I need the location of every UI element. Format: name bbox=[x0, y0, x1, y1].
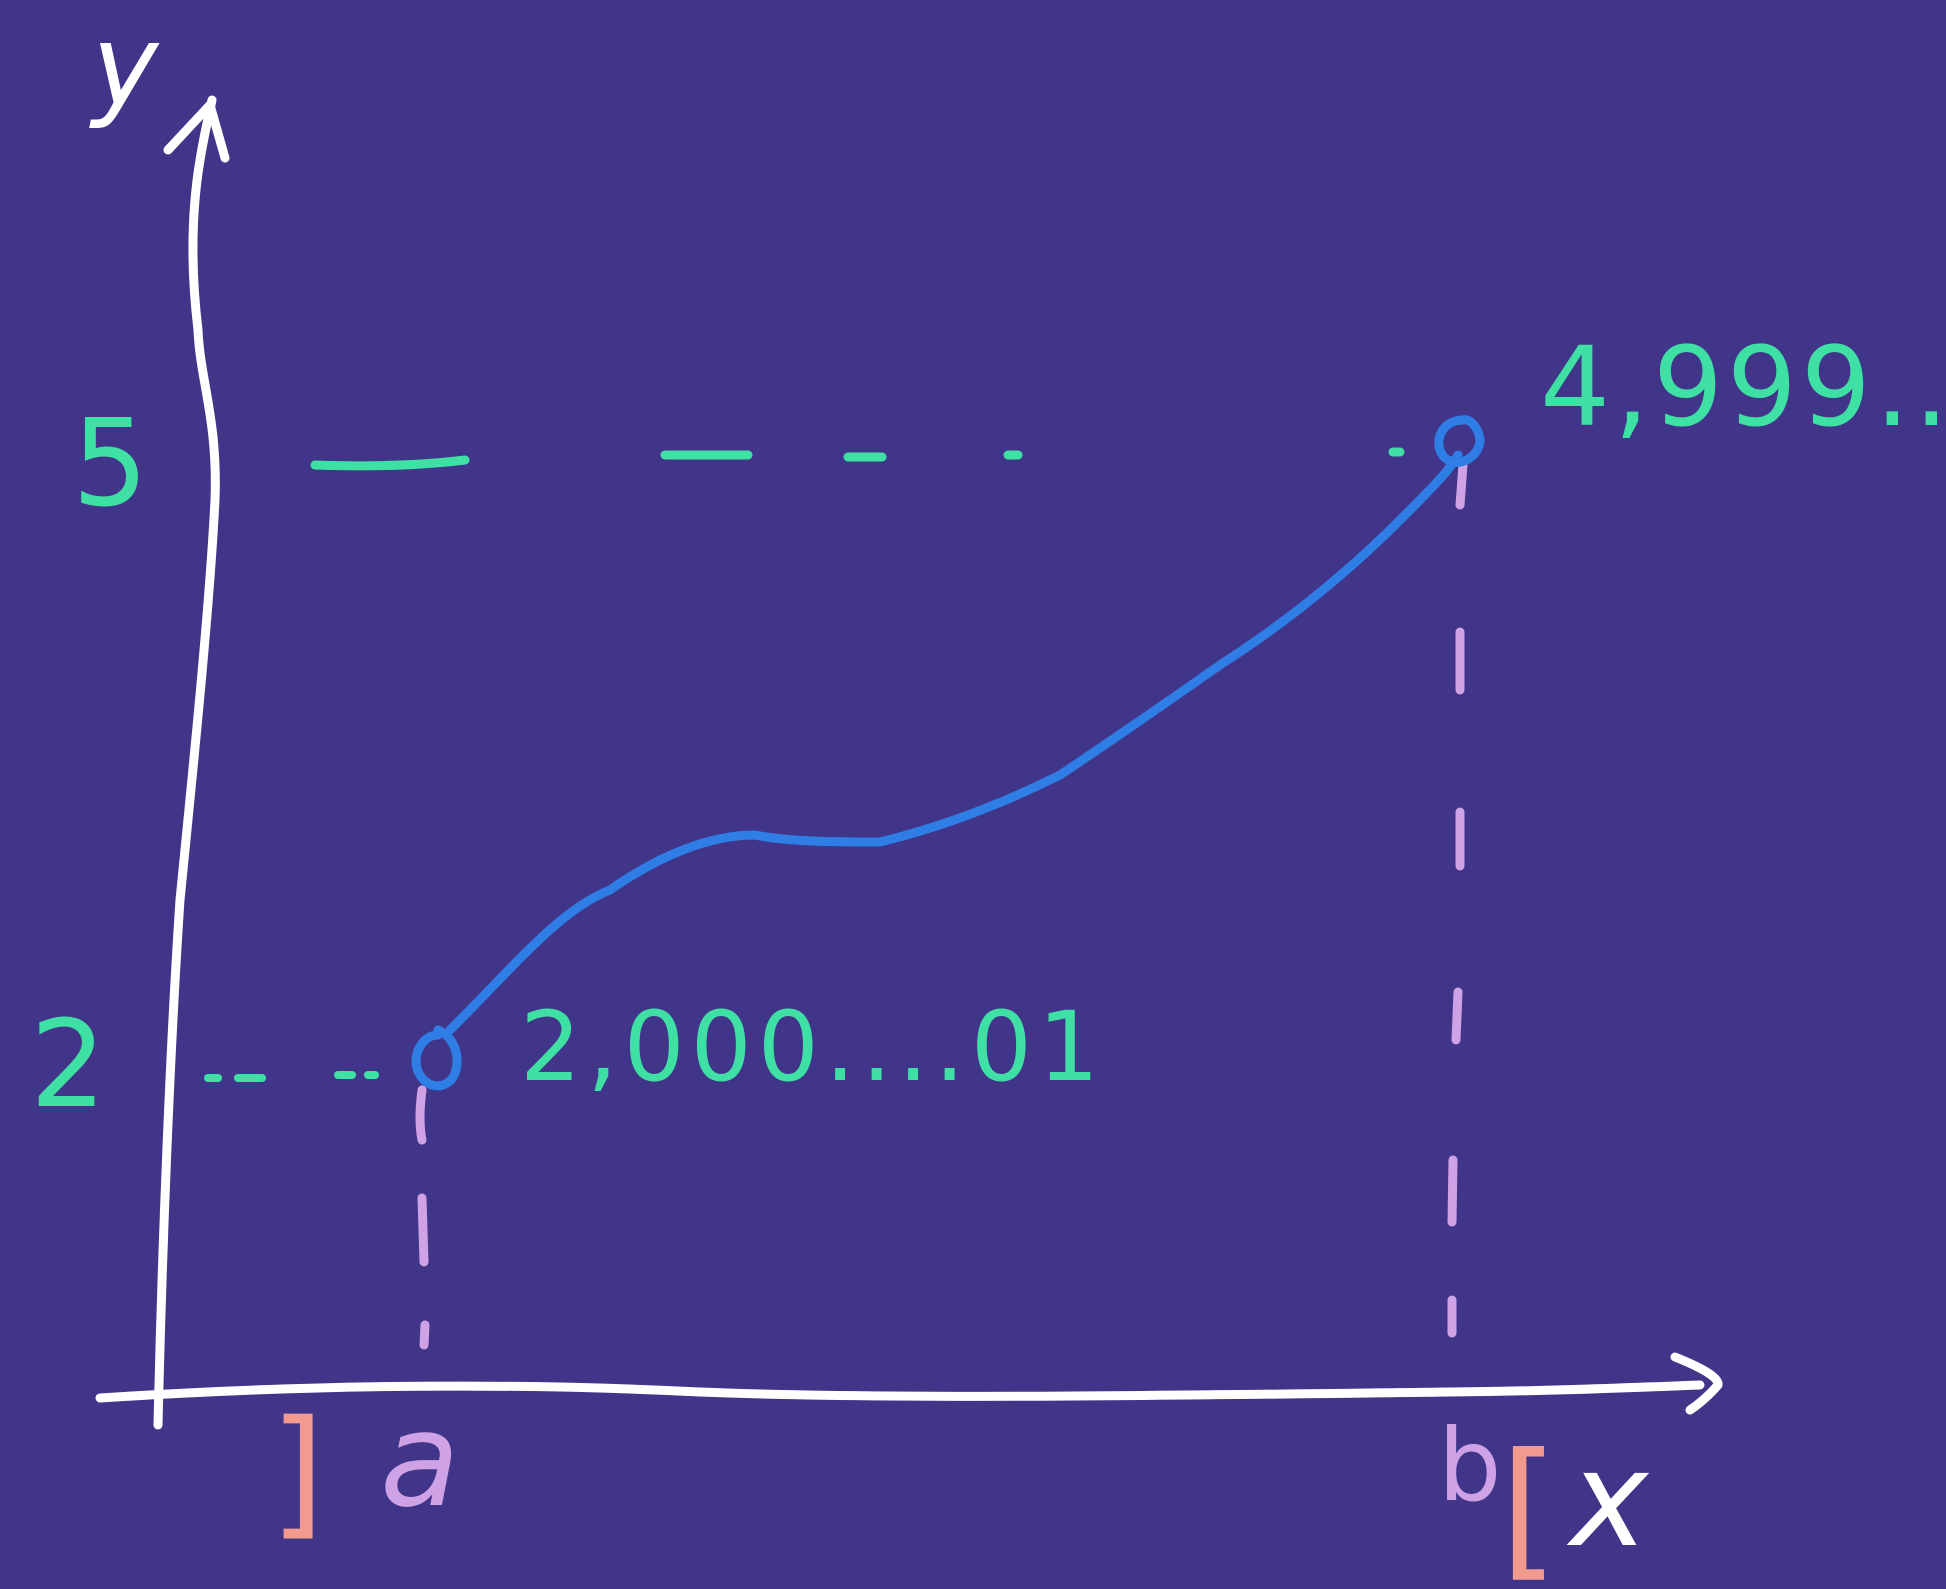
y-axis-line bbox=[153, 95, 220, 1430]
upper-guide-dashes bbox=[310, 447, 1405, 471]
left-bound-label: a bbox=[380, 1384, 460, 1536]
a-guide-dashes bbox=[415, 1085, 427, 1145]
end-value-label: 4,999... bbox=[1540, 323, 1946, 451]
curve-path bbox=[445, 450, 1463, 1035]
end-open-point bbox=[1434, 415, 1485, 467]
start-value-label: 2,000....01 bbox=[520, 991, 1105, 1103]
left-bracket: ] bbox=[270, 1391, 325, 1554]
lower-guide-dashes bbox=[204, 1071, 379, 1082]
right-bracket: [ bbox=[1500, 1422, 1559, 1589]
y-tick-upper-label: 5 bbox=[72, 395, 148, 534]
x-axis-arrowhead bbox=[1670, 1352, 1723, 1415]
bound-guides bbox=[415, 460, 1468, 1350]
x-axis-line bbox=[95, 1380, 1705, 1403]
y-axis-label: y bbox=[89, 2, 160, 132]
axes bbox=[95, 95, 1723, 1430]
right-bound-label: b bbox=[1438, 1407, 1501, 1524]
function-curve bbox=[411, 415, 1485, 1091]
y-axis-arrowhead bbox=[163, 100, 230, 163]
x-axis-label: x bbox=[1566, 1423, 1650, 1577]
b-guide-dashes bbox=[1455, 460, 1468, 510]
start-open-point bbox=[411, 1025, 462, 1091]
y-tick-lower-label: 2 bbox=[30, 996, 106, 1135]
